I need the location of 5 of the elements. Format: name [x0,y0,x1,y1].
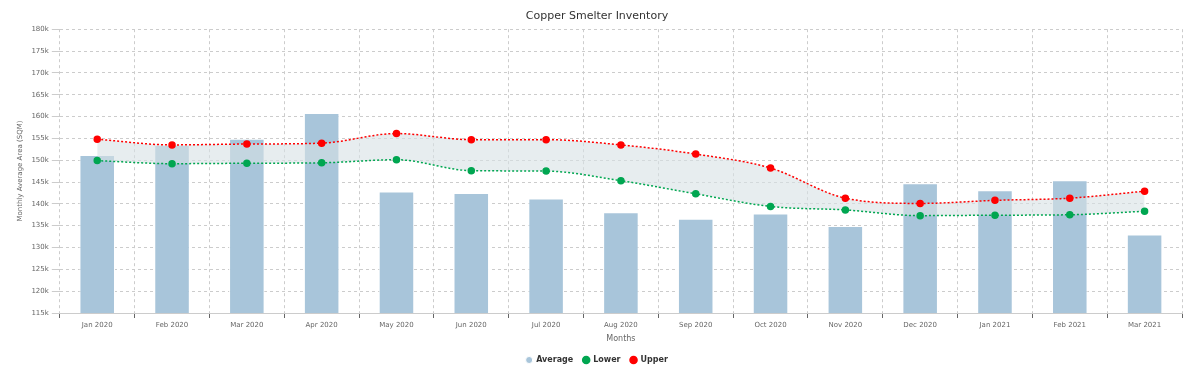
legend-label: Upper [640,355,668,365]
legend-label: Lower [593,355,621,365]
legend-label: Average [536,355,574,365]
x-axis-title: Months [606,334,636,344]
chart-title: Copper Smelter Inventory [525,9,669,23]
